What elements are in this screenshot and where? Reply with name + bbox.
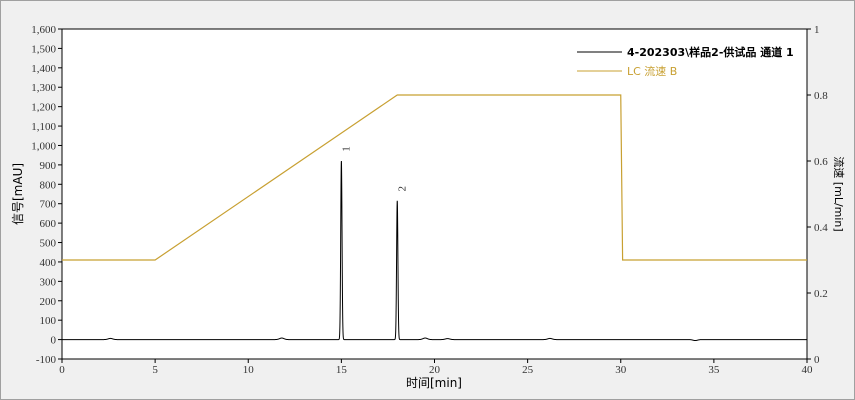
y-tick-label: 1,200 (31, 102, 56, 114)
legend-label-flow: LC 流速 B (627, 64, 677, 78)
y-tick-label: 1,500 (31, 43, 56, 55)
y-tick-label: 300 (40, 276, 57, 288)
legend-label-signal: 4-202303\样品2-供试品 通道 1 (627, 45, 794, 59)
peak-label: 2 (396, 186, 408, 192)
y-tick-label: 200 (40, 296, 57, 308)
x-tick-label: 20 (429, 364, 441, 376)
y-tick-label: 0 (51, 335, 57, 347)
y2-tick-label: 0.6 (814, 156, 828, 168)
legend: 4-202303\样品2-供试品 通道 1 LC 流速 B (577, 45, 794, 78)
y-tick-label: 100 (40, 315, 57, 327)
x-axis-label: 时间[min] (406, 376, 462, 390)
series-flow-line (62, 94, 807, 261)
y-tick-label: 1,000 (31, 140, 56, 152)
y-tick-label: 1,600 (31, 24, 56, 36)
y-tick-label: 500 (40, 238, 57, 250)
x-tick-label: 40 (802, 364, 814, 376)
y2-axis-label: 流速 [mL/min] (832, 156, 846, 231)
x-tick-label: 15 (336, 364, 348, 376)
x-tick-label: 5 (152, 364, 158, 376)
y2-tick-label: 1 (814, 24, 820, 36)
series-signal-line (62, 160, 807, 342)
x-tick-label: 35 (708, 364, 720, 376)
y-tick-label: -100 (36, 354, 57, 366)
y-tick-label: 700 (40, 199, 57, 211)
y-tick-label: 600 (40, 218, 57, 230)
y-tick-label: 1,100 (31, 121, 56, 133)
y-tick-label: 400 (40, 257, 57, 269)
x-tick-label: 0 (59, 364, 65, 376)
y2-tick-label: 0.4 (814, 222, 828, 234)
y2-tick-label: 0.2 (814, 288, 828, 300)
peak-label: 1 (340, 146, 352, 152)
y-tick-label: 800 (40, 179, 57, 191)
y2-tick-label: 0 (814, 354, 820, 366)
x-tick-label: 30 (615, 364, 627, 376)
y-axis-label: 信号[mAU] (11, 163, 25, 225)
y2-tick-label: 0.8 (814, 90, 828, 102)
y-tick-label: 1,400 (31, 63, 56, 75)
x-tick-label: 25 (522, 364, 534, 376)
x-tick-label: 10 (243, 364, 255, 376)
y-tick-label: 1,300 (31, 82, 56, 94)
plot-area (61, 28, 808, 360)
y-tick-label: 900 (40, 160, 57, 172)
